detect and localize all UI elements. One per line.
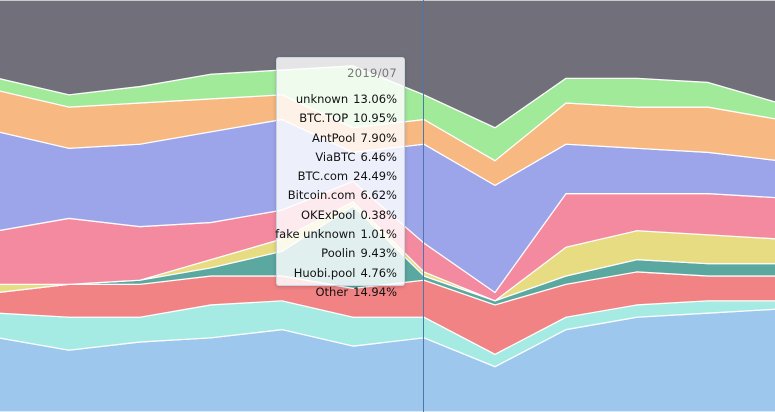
tooltip-row: ViaBTC 6.46% (284, 148, 397, 167)
tooltip-series-value: 24.49% (353, 169, 397, 184)
tooltip-series-value: 13.06% (353, 92, 397, 106)
tooltip-series-name: Huobi.pool (293, 265, 356, 280)
tooltip-row: fake unknown 1.01% (275, 225, 397, 244)
tooltip-series-value: 14.94% (353, 284, 397, 299)
tooltip-row: unknown 13.06% (284, 90, 397, 109)
tooltip-date: 2019/07 (347, 66, 397, 80)
tooltip-series-name: fake unknown (275, 227, 356, 242)
tooltip-series-name: BTC.TOP (299, 111, 349, 126)
tooltip-series-name: Bitcoin.com (287, 188, 356, 203)
tooltip-series-name: ViaBTC (315, 149, 356, 164)
tooltip-series-value: 4.76% (360, 265, 397, 280)
tooltip-rows: unknown 13.06% BTC.TOP 10.95% AntPool 7.90% Vi… (275, 90, 397, 302)
tooltip-series-value: 10.95% (353, 111, 397, 126)
tooltip-row: Other 14.94% (284, 283, 397, 302)
tooltip-series-name: Poolin (321, 246, 356, 261)
tooltip-row: Huobi.pool 4.76% (284, 264, 397, 283)
hover-crosshair-line (423, 0, 424, 412)
tooltip-series-name: AntPool (311, 130, 356, 145)
tooltip-series-value: 0.38% (360, 207, 397, 222)
tooltip-row: Poolin 9.43% (284, 244, 397, 263)
tooltip-row: OKExPool 0.38% (284, 206, 397, 225)
tooltip-row: BTC.com 24.49% (284, 167, 397, 186)
tooltip-series-name: OKExPool (300, 207, 356, 222)
tooltip-series-value: 6.62% (360, 188, 397, 203)
tooltip-series-value: 9.43% (360, 246, 397, 261)
tooltip-row: AntPool 7.90% (284, 129, 397, 148)
tooltip-row: BTC.TOP 10.95% (284, 109, 397, 128)
tooltip-series-value: 6.46% (360, 149, 397, 164)
tooltip-series-name: Other (315, 284, 349, 299)
tooltip-row: Bitcoin.com 6.62% (284, 186, 397, 205)
chart-tooltip: 2019/07 unknown 13.06% BTC.TOP 10.95% AntPoo… (275, 57, 405, 299)
tooltip-series-value: 1.01% (360, 227, 397, 242)
tooltip-series-name: BTC.com (297, 169, 349, 184)
tooltip-series-name: unknown (295, 92, 349, 106)
tooltip-series-value: 7.90% (360, 130, 397, 145)
